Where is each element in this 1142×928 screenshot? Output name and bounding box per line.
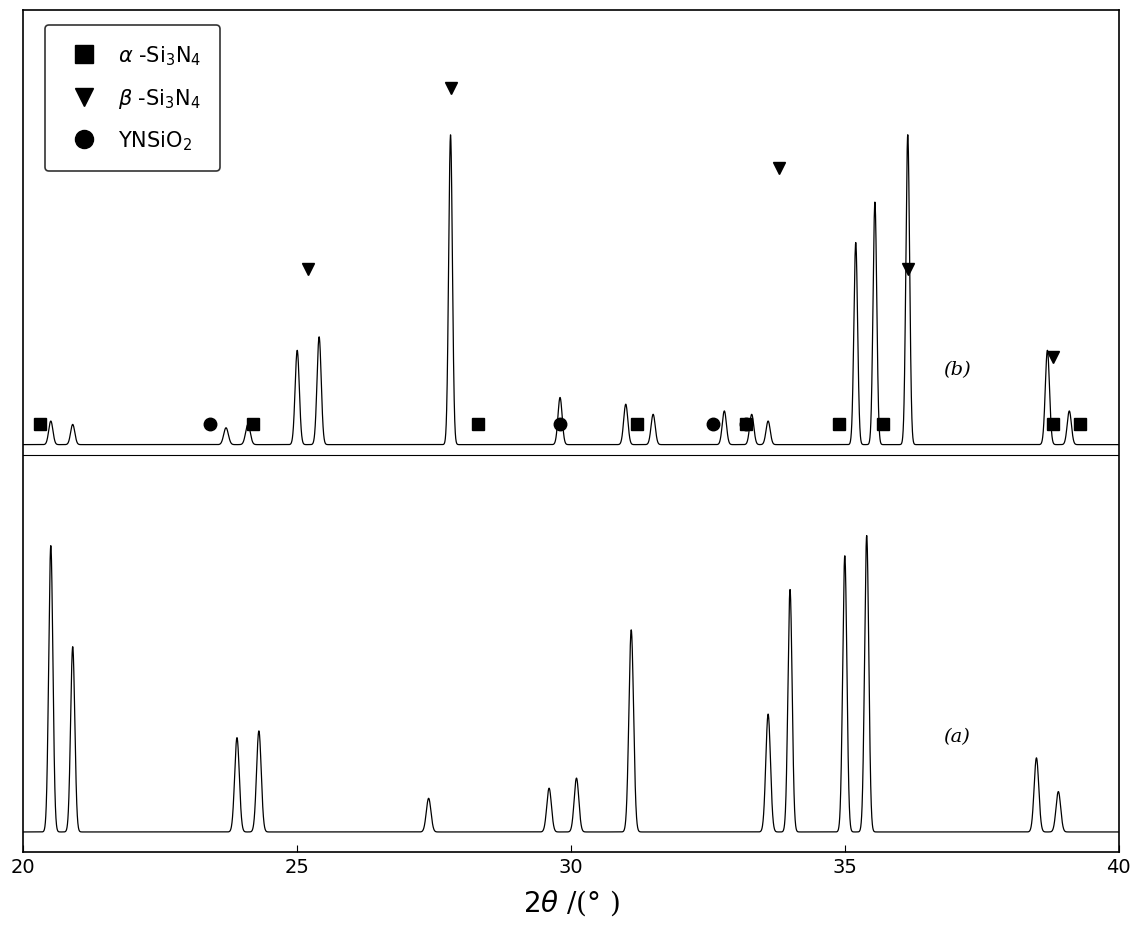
Text: (a): (a)	[943, 728, 971, 745]
X-axis label: $2\theta$ /($\degree$ ): $2\theta$ /($\degree$ )	[523, 887, 619, 917]
Legend: $\alpha$ -Si$_3$N$_4$, $\beta$ -Si$_3$N$_4$, YNSiO$_2$: $\alpha$ -Si$_3$N$_4$, $\beta$ -Si$_3$N$…	[45, 26, 219, 172]
Text: (b): (b)	[943, 360, 971, 379]
